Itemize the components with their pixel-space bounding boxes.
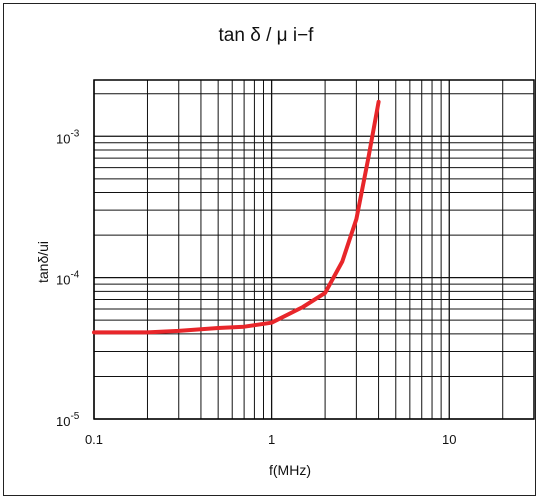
x-tick-label: 0.1 [85,432,103,447]
y-axis-label: tanδ/ui [35,241,51,283]
y-tick-label: 10-4 [56,270,80,288]
series-line [92,99,381,335]
chart-svg: tan δ / μ i−f 0.1 1 10 10-5 10-4 10-3 f(MHz)… [35,25,535,478]
chart-frame: tan δ / μ i−f 0.1 1 10 10-5 10-4 10-3 f(MHz)… [3,3,536,496]
grid [93,80,535,420]
series-group [92,99,381,335]
y-tick-label: 10-5 [56,411,80,429]
chart-title: tan δ / μ i−f [219,25,315,46]
y-tick-label: 10-3 [56,128,80,146]
plot-border [93,79,535,420]
x-tick-label: 1 [268,432,275,447]
y-tick-labels: 10-5 10-4 10-3 [56,128,80,429]
x-tick-label: 10 [442,432,456,447]
x-axis-label: f(MHz) [269,462,311,478]
x-tick-labels: 0.1 1 10 [85,432,457,447]
